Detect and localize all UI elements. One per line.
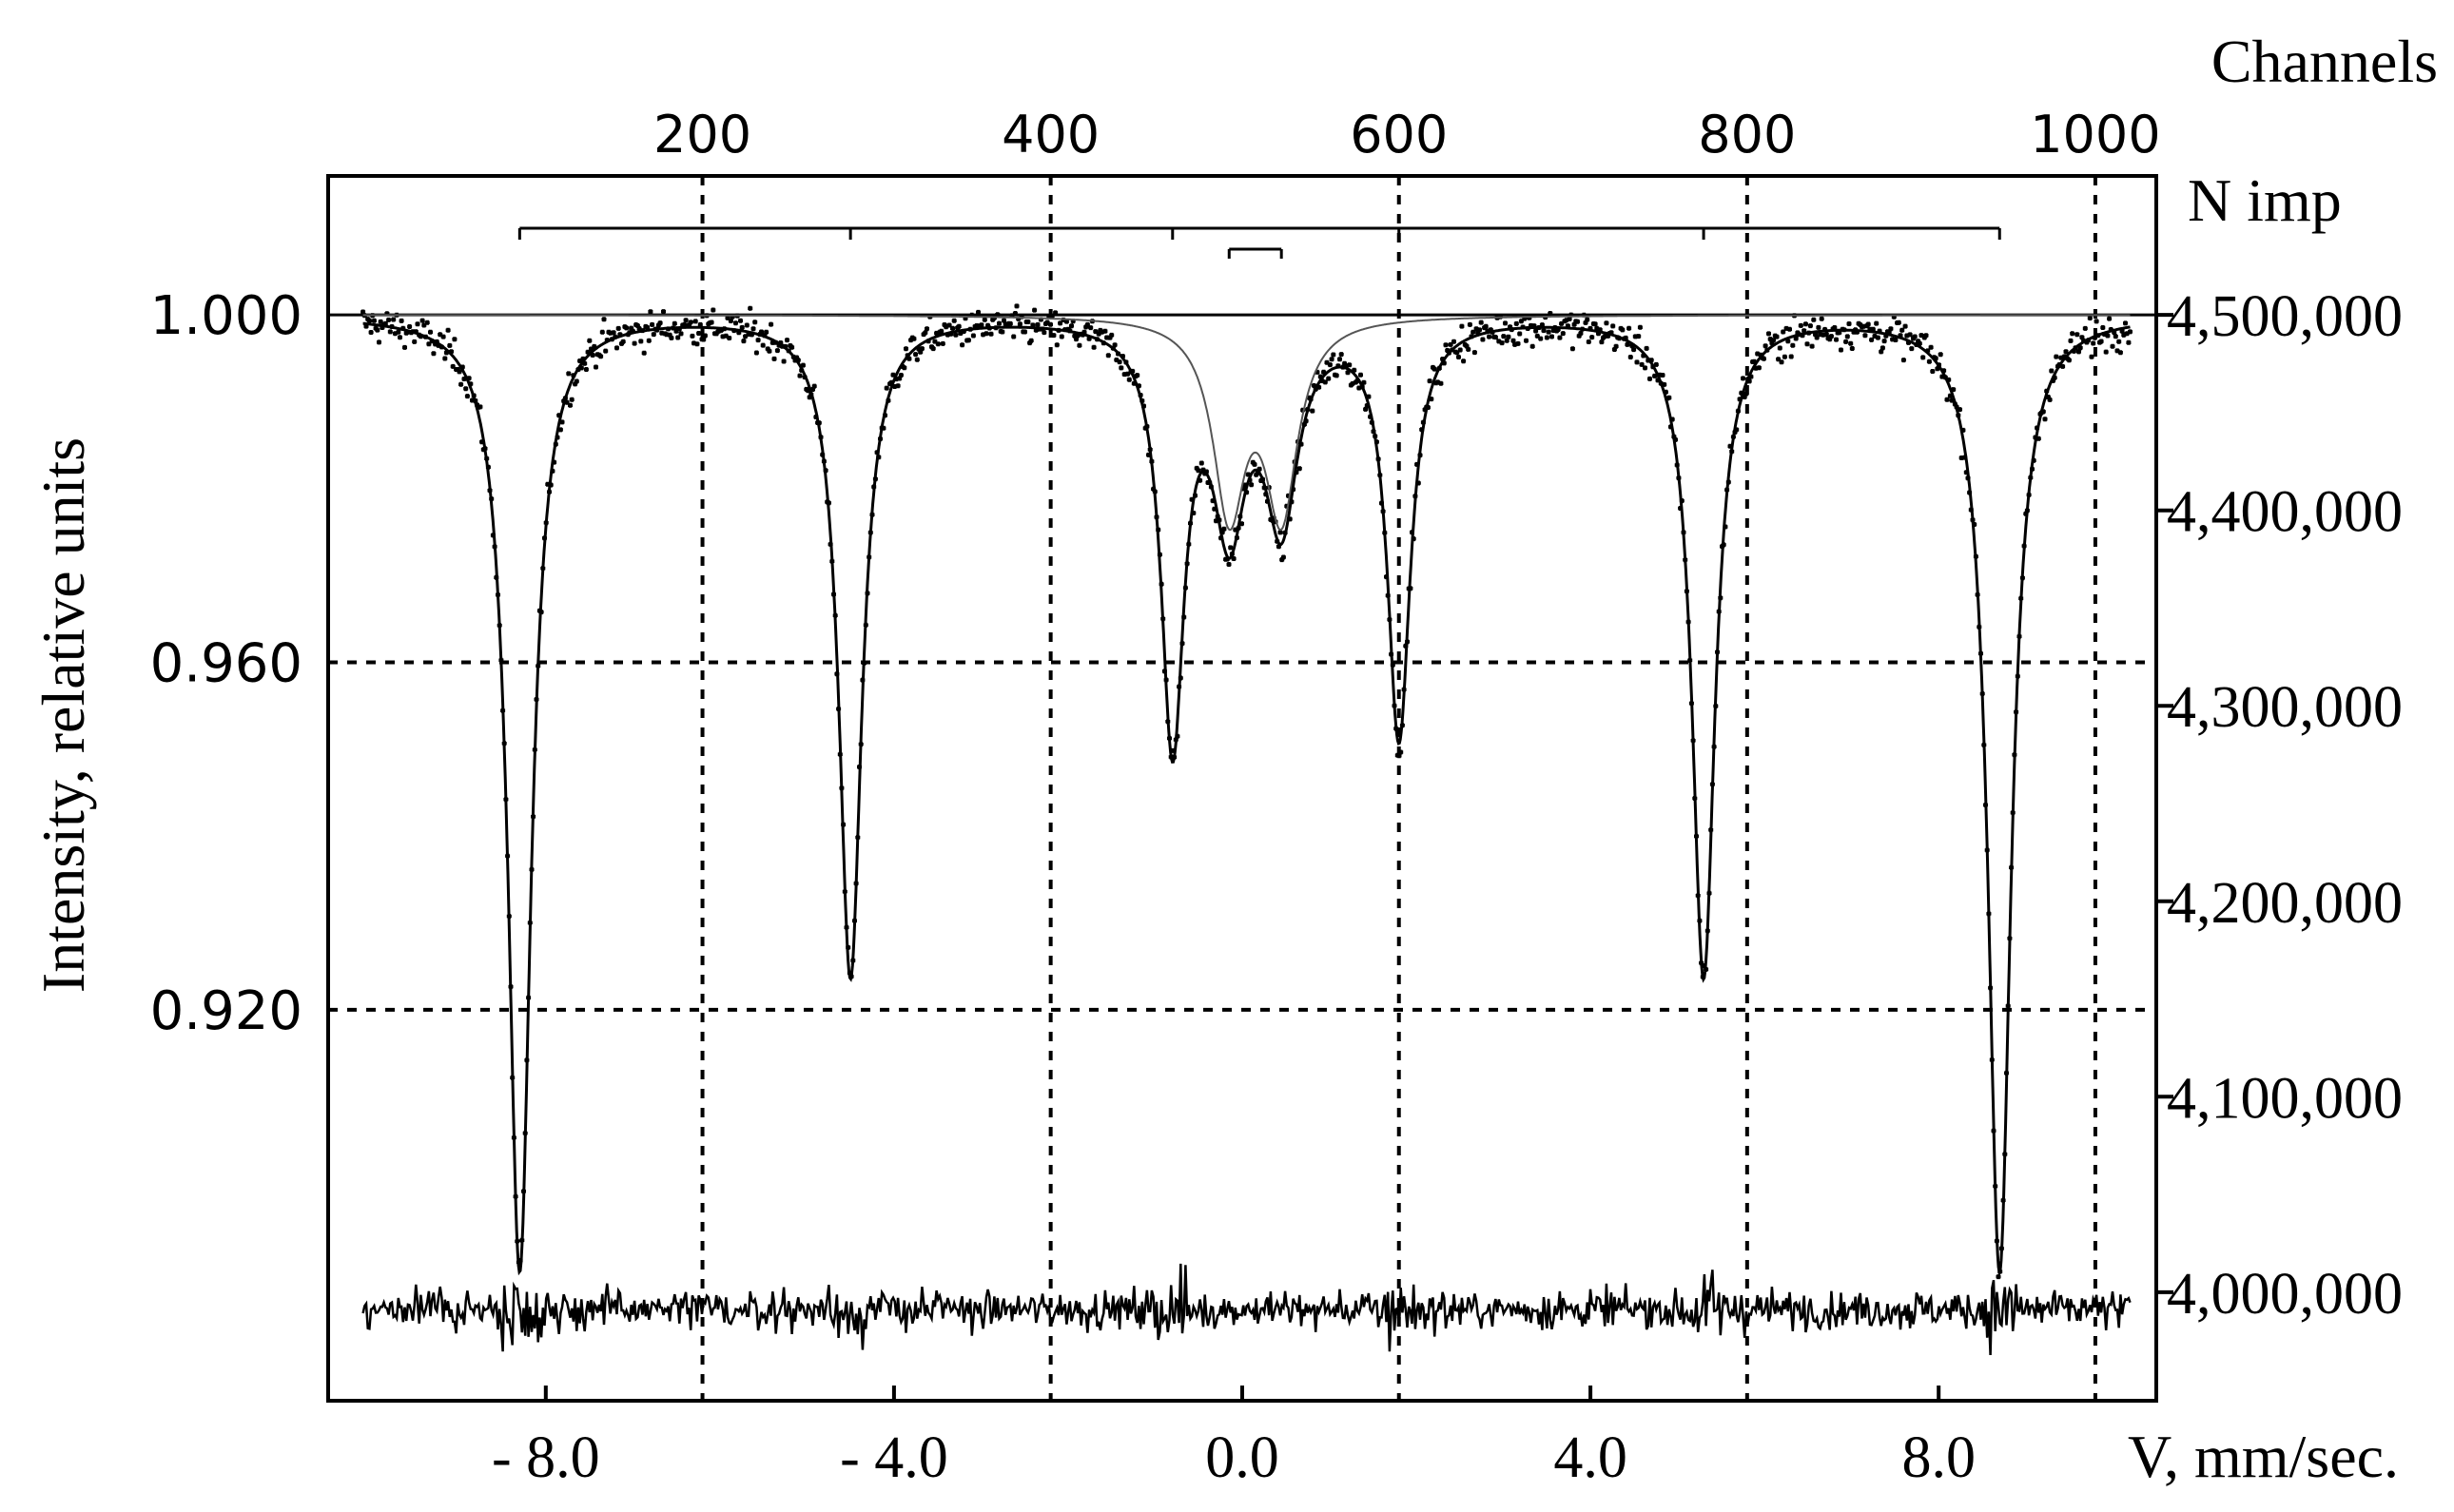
top-tick-label: 1000 bbox=[2030, 105, 2160, 165]
right-tick-label: 4,500,000 bbox=[2167, 284, 2403, 349]
plot-frame bbox=[326, 174, 2158, 1403]
right-tick-label: 4,100,000 bbox=[2167, 1066, 2403, 1131]
top-tick-label: 800 bbox=[1698, 105, 1796, 165]
right-tick-label: 4,000,000 bbox=[2167, 1262, 2403, 1327]
doublet-subspectrum-curve bbox=[362, 314, 2131, 532]
x-tick-label: 8.0 bbox=[1901, 1425, 1976, 1490]
y-tick-label: 0.960 bbox=[150, 633, 302, 695]
top-tick-label: 200 bbox=[653, 105, 751, 165]
x-tick-label: - 4.0 bbox=[840, 1425, 948, 1490]
top-tick-label: 400 bbox=[1002, 105, 1100, 165]
spectrum-points bbox=[360, 303, 2133, 1280]
y-axis-title: Intensity, relative units bbox=[29, 437, 97, 993]
y-tick-label: 1.000 bbox=[150, 285, 302, 347]
top-tick-label: 600 bbox=[1350, 105, 1448, 165]
axis-ticks: 200 400 600 800 1000 1.000 0.960 0.920 - 8.0 - 4.… bbox=[150, 105, 2403, 1490]
right-tick-label: 4,200,000 bbox=[2167, 871, 2403, 936]
grid-lines bbox=[328, 176, 2156, 1401]
y-tick-label: 0.920 bbox=[150, 980, 302, 1042]
fit-envelope-curve bbox=[362, 321, 2131, 1278]
residuals-trace bbox=[361, 1263, 2132, 1356]
x-axis-title: V, mm/sec. bbox=[2128, 1423, 2399, 1490]
x-tick-label: - 8.0 bbox=[492, 1425, 600, 1490]
top-axis-title: Channels bbox=[2211, 28, 2438, 95]
right-axis-title: N imp bbox=[2188, 166, 2342, 234]
spectrum-data bbox=[328, 303, 2156, 1356]
right-tick-label: 4,400,000 bbox=[2167, 480, 2403, 545]
x-tick-label: 0.0 bbox=[1205, 1425, 1279, 1490]
line-position-brackets bbox=[517, 226, 2001, 259]
x-tick-label: 4.0 bbox=[1553, 1425, 1627, 1490]
right-tick-label: 4,300,000 bbox=[2167, 675, 2403, 740]
